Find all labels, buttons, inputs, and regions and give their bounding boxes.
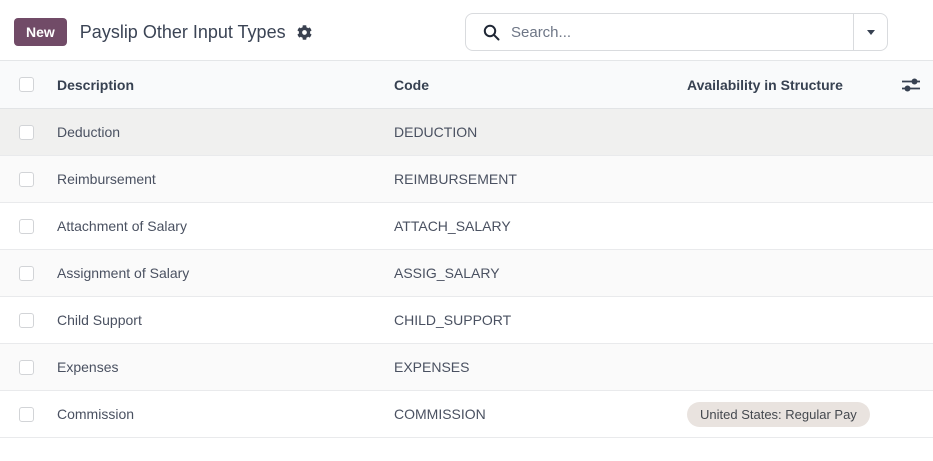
- table-row[interactable]: Attachment of Salary ATTACH_SALARY: [0, 203, 933, 250]
- row-code: ATTACH_SALARY: [394, 218, 511, 234]
- search-field-area: [466, 14, 853, 50]
- table-row[interactable]: Child Support CHILD_SUPPORT: [0, 297, 933, 344]
- row-checkbox[interactable]: [19, 359, 34, 375]
- table-row[interactable]: Commission COMMISSION United States: Reg…: [0, 391, 933, 438]
- search-icon: [483, 24, 500, 40]
- row-description: Commission: [57, 406, 135, 422]
- caret-down-icon: [866, 29, 875, 35]
- optional-columns-button[interactable]: [899, 75, 923, 95]
- row-code: EXPENSES: [394, 359, 470, 375]
- row-checkbox[interactable]: [19, 171, 34, 187]
- control-bar: New Payslip Other Input Types: [0, 0, 933, 60]
- row-description: Deduction: [57, 124, 121, 140]
- new-button[interactable]: New: [14, 18, 67, 46]
- table-header-row: Description Code Availability in Structu…: [0, 61, 933, 109]
- row-code: ASSIG_SALARY: [394, 265, 500, 281]
- row-code: DEDUCTION: [394, 124, 478, 140]
- table-row[interactable]: Expenses EXPENSES: [0, 344, 933, 391]
- row-code: REIMBURSEMENT: [394, 171, 517, 187]
- row-checkbox[interactable]: [19, 265, 34, 281]
- row-checkbox[interactable]: [19, 124, 34, 140]
- table-row[interactable]: Assignment of Salary ASSIG_SALARY: [0, 250, 933, 297]
- search-dropdown-toggle[interactable]: [853, 14, 887, 50]
- page-title: Payslip Other Input Types: [79, 21, 286, 42]
- table-row[interactable]: Deduction DEDUCTION: [0, 109, 933, 156]
- gear-icon: [297, 24, 312, 40]
- settings-gear-button[interactable]: [295, 23, 314, 42]
- table-body: Deduction DEDUCTION Reimbursement REIMBU…: [0, 109, 933, 438]
- row-description: Assignment of Salary: [57, 265, 190, 281]
- row-description: Attachment of Salary: [57, 218, 187, 234]
- search-box: [465, 13, 888, 51]
- row-description: Expenses: [57, 359, 119, 375]
- row-code: CHILD_SUPPORT: [394, 312, 512, 328]
- row-code: COMMISSION: [394, 406, 486, 422]
- column-header-availability[interactable]: Availability in Structure: [687, 76, 843, 93]
- row-checkbox[interactable]: [19, 312, 34, 328]
- list-view: Description Code Availability in Structu…: [0, 60, 933, 438]
- search-input[interactable]: [511, 23, 853, 41]
- row-checkbox[interactable]: [19, 406, 34, 422]
- row-checkbox[interactable]: [19, 218, 34, 234]
- availability-badge: United States: Regular Pay: [687, 401, 870, 427]
- sliders-icon: [902, 78, 920, 91]
- row-description: Child Support: [57, 312, 142, 328]
- select-all-checkbox[interactable]: [19, 77, 34, 92]
- column-header-description[interactable]: Description: [57, 76, 135, 93]
- table-row[interactable]: Reimbursement REIMBURSEMENT: [0, 156, 933, 203]
- column-header-code[interactable]: Code: [394, 76, 429, 93]
- row-description: Reimbursement: [57, 171, 156, 187]
